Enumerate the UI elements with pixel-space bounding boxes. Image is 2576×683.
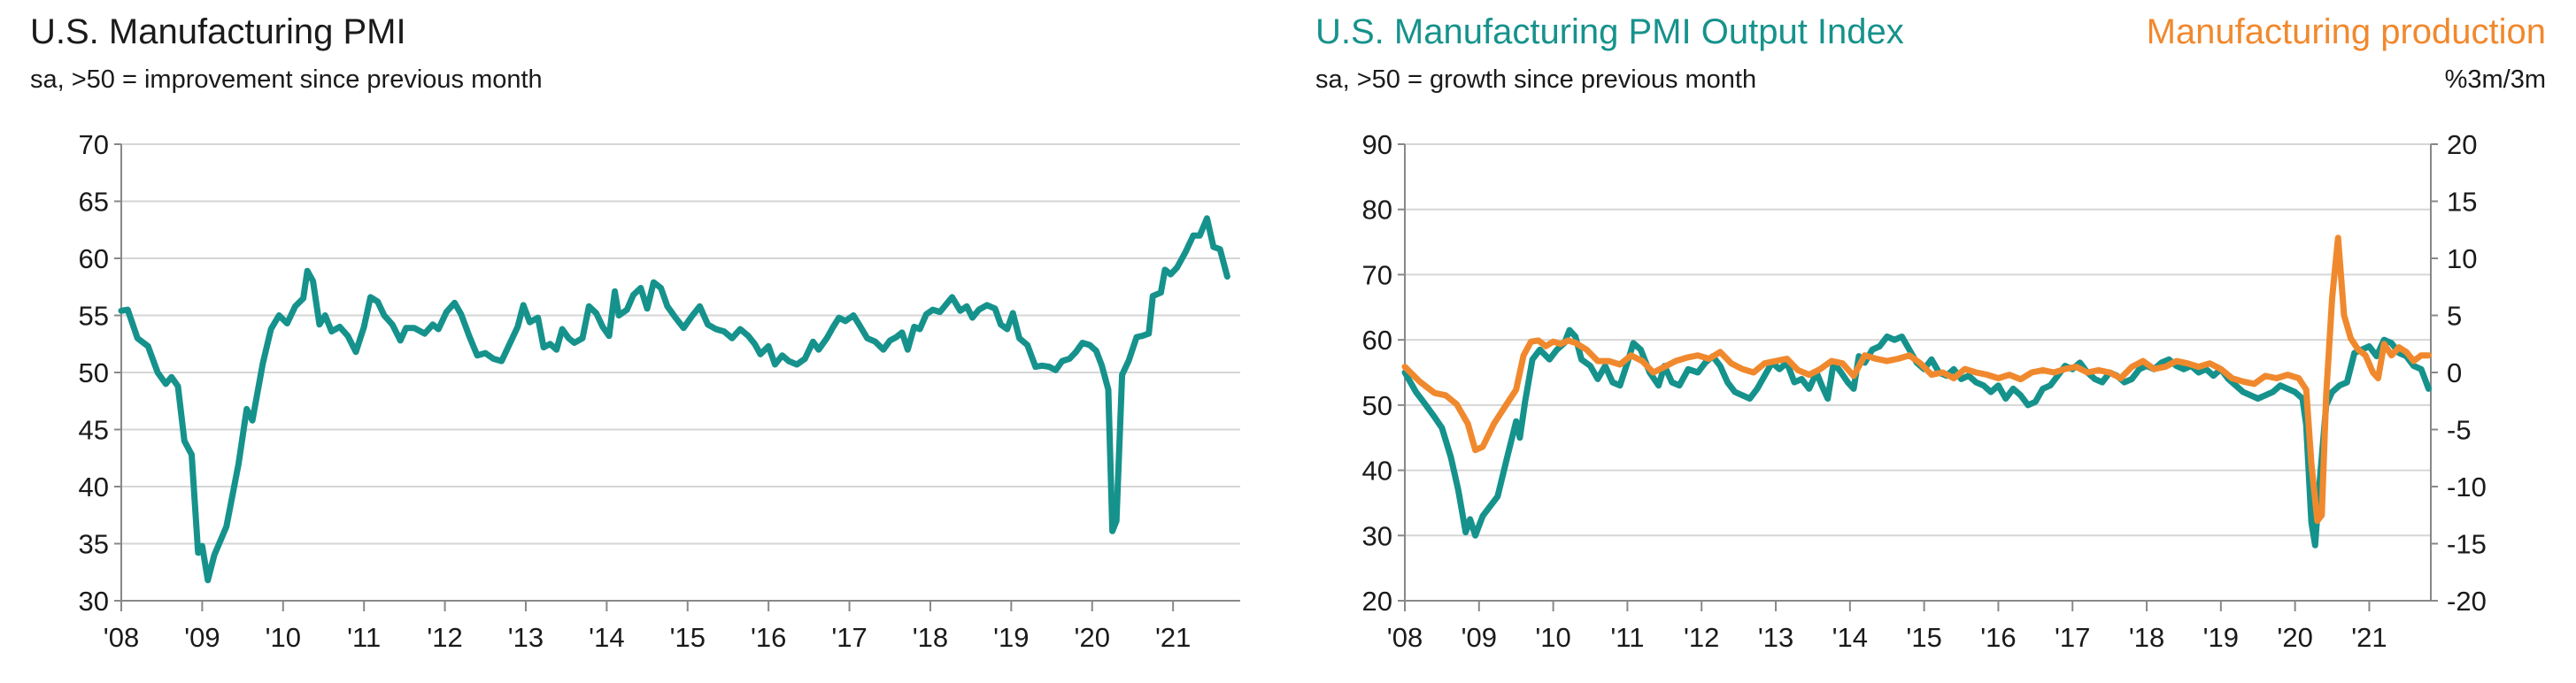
chart2-ytick-right-label: 15 [2447,187,2477,218]
chart1-xtick-label: '20 [1075,622,1110,653]
chart2-series-2-line [1401,234,2432,525]
chart2-ytick-right-label: 5 [2447,301,2462,332]
chart1-xtick-label: '10 [266,622,301,653]
chart1-ytick-label: 40 [79,472,109,503]
chart2-xtick-label: '19 [2203,622,2239,653]
chart2-ytick-right-label: 20 [2447,129,2477,160]
chart1-xtick-label: '09 [184,622,220,653]
chart2-ytick-label: 20 [1362,586,1392,617]
chart1-xtick-label: '16 [751,622,786,653]
chart1-subtitle: sa, >50 = improvement since previous mon… [30,65,543,94]
chart2-title: U.S. Manufacturing PMI Output Index [1315,12,1904,51]
chart1-ytick-label: 60 [79,243,109,274]
chart1-xtick-label: '13 [508,622,544,653]
chart1-xtick-label: '15 [670,622,706,653]
chart2-ytick-label: 80 [1362,195,1392,226]
chart2-xtick-label: '11 [1610,622,1644,653]
chart2-ytick-right-label: 10 [2447,243,2477,274]
chart1-xtick-label: '14 [589,622,624,653]
chart2-xtick-label: '20 [2277,622,2312,653]
chart1-ytick-label: 70 [79,129,109,160]
chart2-title-right: Manufacturing production [2146,12,2546,51]
chart1-ytick-label: 65 [79,187,109,218]
chart1-title: U.S. Manufacturing PMI [30,12,406,51]
chart1-xtick-label: '12 [427,622,462,653]
chart2-xtick-label: '13 [1758,622,1793,653]
chart2-ytick-label: 60 [1362,325,1392,356]
chart2-xtick-label: '14 [1832,622,1868,653]
chart2-ytick-label: 50 [1362,390,1392,421]
chart2-ytick-label: 90 [1362,129,1392,160]
chart2-xtick-label: '18 [2129,622,2164,653]
chart1-ytick-label: 30 [79,586,109,617]
chart1-ytick-label: 45 [79,415,109,446]
chart2-xtick-label: '17 [2055,622,2090,653]
chart2-ytick-right-label: -15 [2447,529,2487,560]
chart2-xtick-label: '10 [1535,622,1570,653]
chart1-ytick-label: 50 [79,357,109,388]
chart2-ytick-right-label: -5 [2447,415,2472,446]
chart2-xtick-label: '12 [1684,622,1719,653]
chart2-units-right: %3m/3m [2444,65,2546,94]
chart2-xtick-label: '08 [1387,622,1423,653]
chart2-xtick-label: '16 [1980,622,2016,653]
chart2-ytick-label: 40 [1362,456,1392,487]
chart2-ytick-label: 70 [1362,259,1392,290]
chart1-xtick-label: '08 [104,622,139,653]
chart1-ytick-label: 55 [79,301,109,332]
chart1-xtick-label: '17 [831,622,867,653]
chart2-subtitle: sa, >50 = growth since previous month [1315,65,1757,94]
chart2-ytick-right-label: -20 [2447,586,2487,617]
chart1-series-1-line [118,215,1230,584]
chart1-xtick-label: '11 [347,622,381,653]
chart2-ytick-label: 30 [1362,520,1392,551]
chart1-xtick-label: '19 [993,622,1029,653]
chart1-xtick-label: '18 [913,622,948,653]
chart2-ytick-right-label: 0 [2447,357,2462,388]
chart2-ytick-right-label: -10 [2447,472,2487,503]
chart2-xtick-label: '21 [2351,622,2387,653]
chart1-ytick-label: 35 [79,529,109,560]
chart2-xtick-label: '09 [1462,622,1497,653]
chart1-xtick-label: '21 [1155,622,1191,653]
chart2-xtick-label: '15 [1906,622,1941,653]
